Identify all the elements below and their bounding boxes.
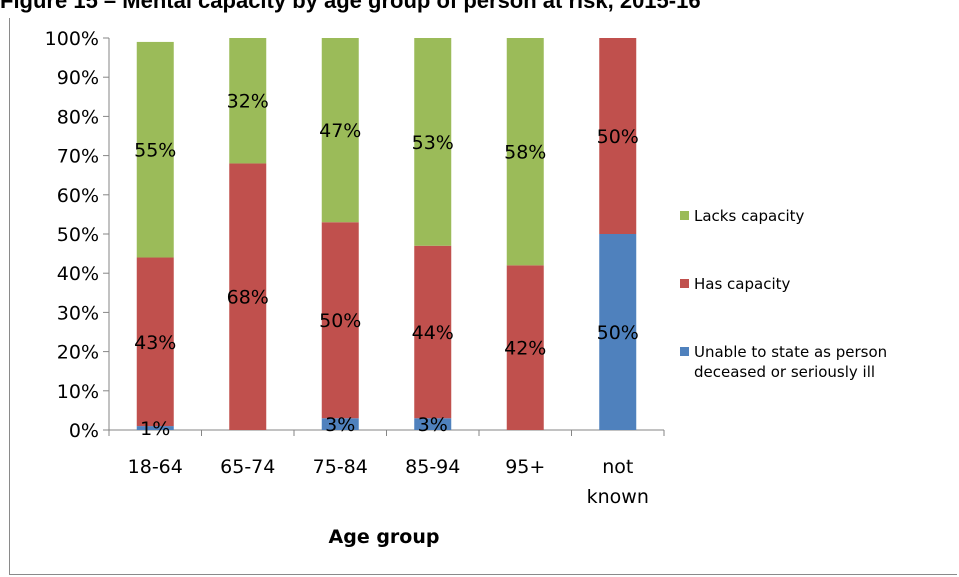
y-tick-label: 60% (57, 185, 99, 207)
x-tick-label: 95+ (505, 456, 545, 478)
y-tick-label: 20% (57, 342, 99, 364)
chart-frame (9, 18, 957, 575)
bar-segment (599, 38, 637, 234)
y-tick-label: 30% (57, 302, 99, 324)
x-tick-label: not known (587, 456, 649, 508)
bar-segment (229, 163, 267, 430)
x-axis-title: Age group (329, 526, 440, 548)
data-label: 32% (227, 91, 269, 113)
legend: Lacks capacity Has capacity Unable to stat… (680, 207, 887, 381)
data-label: 58% (504, 142, 546, 164)
legend-label: Lacks capacity (694, 207, 805, 225)
x-tick-label: 18-64 (128, 456, 183, 478)
x-tick-label: 75-84 (313, 456, 368, 478)
data-label: 47% (319, 120, 361, 142)
bar-segment (136, 41, 174, 258)
data-label: 3% (418, 414, 448, 436)
y-tick-label: 0% (69, 420, 99, 442)
legend-swatch (680, 211, 689, 220)
bar-segment (321, 418, 359, 430)
y-tick-label: 10% (57, 381, 99, 403)
data-label: 3% (325, 414, 355, 436)
y-tick-label: 50% (57, 224, 99, 246)
bar-segment (414, 245, 452, 419)
data-label: 55% (134, 140, 176, 162)
legend-label: Unable to state as person deceased or ser… (694, 343, 887, 381)
bar-segment (229, 38, 267, 164)
bar-segment (414, 418, 452, 430)
y-tick-label: 90% (57, 67, 99, 89)
y-tick-label: 100% (45, 28, 99, 50)
data-label: 1% (140, 418, 170, 440)
legend-swatch (680, 279, 689, 288)
y-tick-label: 80% (57, 106, 99, 128)
x-tick-label: 65-74 (220, 456, 275, 478)
bar-segment (321, 222, 359, 419)
legend-label: Has capacity (694, 275, 791, 293)
figure-title: Figure 15 – Mental capacity by age group… (0, 0, 701, 13)
data-label: 42% (504, 338, 546, 360)
bar-segment (136, 426, 174, 430)
data-label: 68% (227, 287, 269, 309)
data-label: 43% (134, 332, 176, 354)
bar-segment (599, 234, 637, 430)
data-label: 50% (597, 322, 639, 344)
y-tick-label: 70% (57, 146, 99, 168)
data-label: 44% (412, 322, 454, 344)
y-tick-label: 40% (57, 263, 99, 285)
data-label: 53% (412, 132, 454, 154)
x-axis: 18-64 65-74 75-84 85-94 95+ not known (108, 429, 665, 508)
bar-segment (321, 38, 359, 223)
data-label: 50% (319, 310, 361, 332)
data-labels: 1% 43% 55% 68% 32% 3% 50% 47% 3% 44% 53% 42% 58% 50% 5… (134, 91, 639, 440)
bar-segment (506, 265, 544, 430)
y-axis: 0% 10% 20% 30% 40% 50% 60% 70% 80% 90% 100% (45, 28, 110, 442)
data-label: 50% (597, 126, 639, 148)
bars (136, 38, 637, 430)
bar-segment (414, 38, 452, 246)
bar-segment (136, 257, 174, 427)
x-tick-label: 85-94 (405, 456, 460, 478)
legend-swatch (680, 347, 689, 356)
bar-segment (506, 38, 544, 266)
